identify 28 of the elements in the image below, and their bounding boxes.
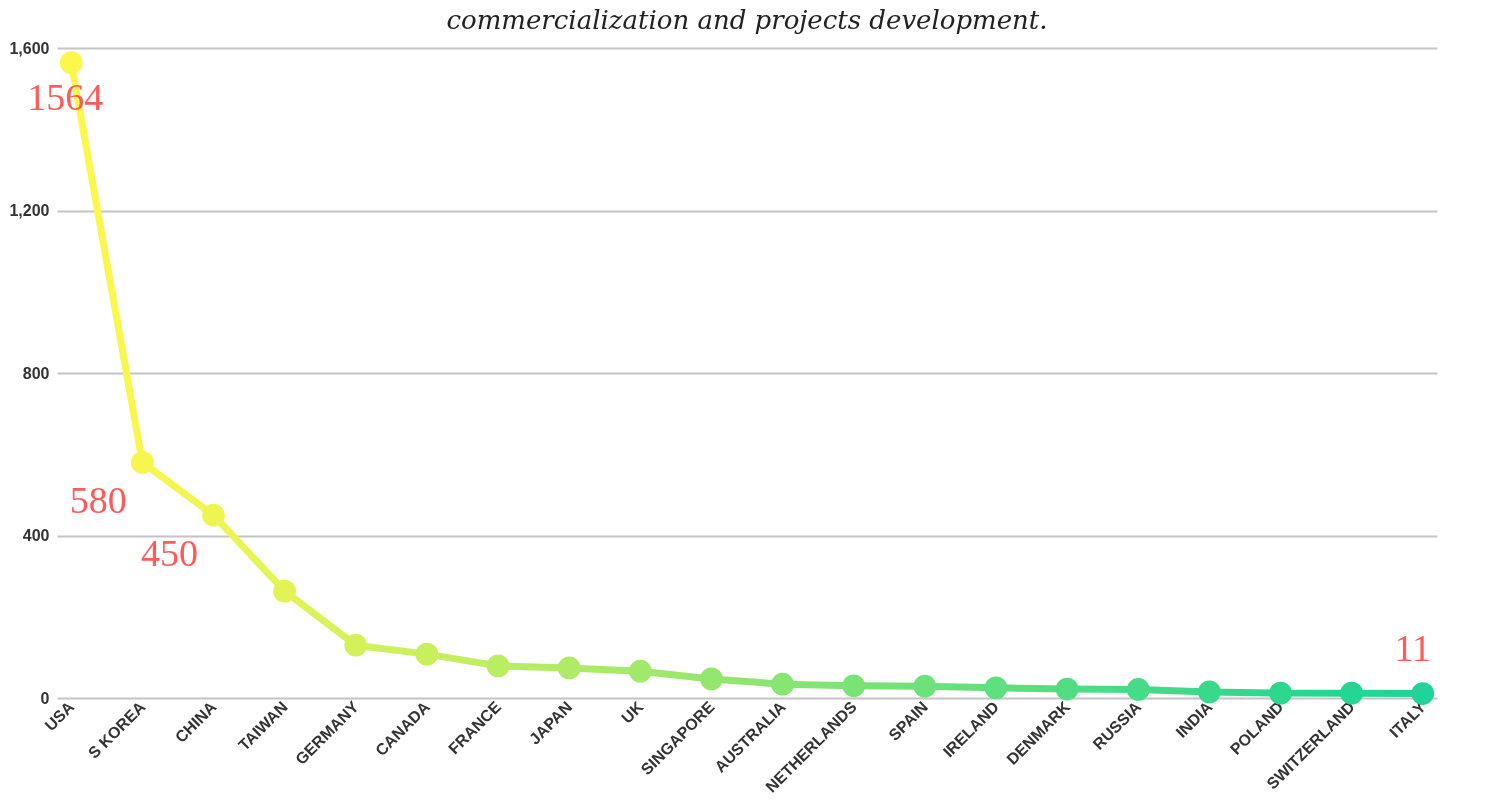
data-label: 450 [140, 532, 198, 575]
point [984, 676, 1008, 700]
data-label: 580 [69, 479, 127, 522]
point [202, 503, 225, 527]
point [415, 642, 439, 666]
y-tick-label: 800 [22, 364, 50, 382]
point [771, 672, 794, 696]
chart-title: commercialization and projects development. [446, 5, 1048, 35]
point [557, 656, 581, 680]
point [1055, 677, 1079, 701]
point [486, 654, 510, 678]
y-tick-label: 0 [40, 689, 50, 707]
data-label: 11 [1394, 626, 1432, 669]
y-tick-label: 1,600 [9, 39, 50, 57]
point [130, 451, 154, 474]
point [913, 674, 937, 698]
point [273, 579, 297, 603]
point [842, 674, 866, 698]
point [628, 659, 652, 683]
point [1197, 680, 1221, 704]
point [344, 633, 368, 657]
y-tick-label: 1,200 [9, 202, 50, 219]
point [59, 51, 83, 74]
point [1411, 682, 1435, 705]
point [1126, 678, 1150, 701]
point [700, 667, 723, 691]
y-tick-label: 400 [22, 527, 50, 544]
point [1340, 681, 1364, 705]
